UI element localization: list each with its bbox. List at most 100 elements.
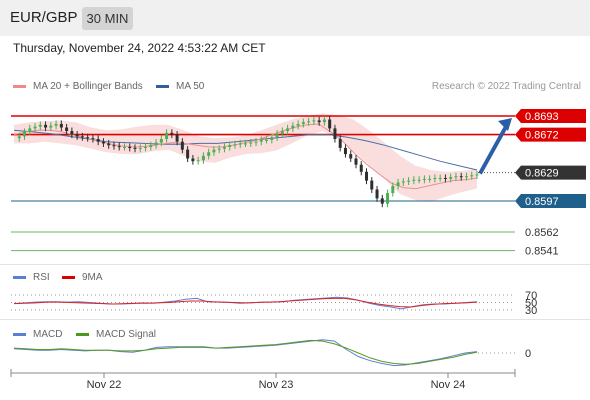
candle <box>244 143 247 145</box>
candle <box>38 124 42 127</box>
candle <box>128 146 132 148</box>
level-tag-current <box>515 165 586 180</box>
projection-arrow <box>478 122 510 175</box>
ma50-swatch <box>156 85 169 88</box>
candle <box>65 127 69 132</box>
candle <box>212 149 216 153</box>
legend-rsi-label: RSI <box>33 272 50 283</box>
candle <box>401 181 405 183</box>
candle <box>222 146 226 149</box>
timeframe-button[interactable]: 30 MIN <box>82 7 133 30</box>
candle <box>322 119 326 123</box>
candle <box>449 177 453 179</box>
candle <box>207 152 211 156</box>
candle <box>438 177 442 179</box>
legend-macd-signal-label: MACD Signal <box>96 329 157 340</box>
candle <box>454 176 458 178</box>
level-label: 0.8629 <box>525 168 559 180</box>
candle <box>254 141 258 143</box>
legend-macd-label: MACD <box>33 329 63 340</box>
macd-swatch <box>13 333 26 336</box>
candle <box>417 179 421 181</box>
top-bar: EUR/GBP 30 MIN <box>0 0 590 36</box>
candle <box>328 119 332 129</box>
legend-rsi9-label: 9MA <box>82 272 103 283</box>
candle <box>75 134 79 137</box>
candle <box>59 123 63 128</box>
level-label: 0.8693 <box>525 111 559 123</box>
candle <box>375 189 379 199</box>
candle <box>317 120 321 123</box>
candle <box>122 146 126 148</box>
rsi-level-label: 70 <box>525 290 537 302</box>
level-label: 0.8672 <box>525 130 559 142</box>
projection-arrowhead <box>498 118 512 131</box>
rsi-level-label: 50 <box>525 298 537 310</box>
candle <box>201 155 205 161</box>
candle <box>86 137 90 139</box>
candle <box>217 148 221 150</box>
candle <box>286 128 290 132</box>
candle <box>107 143 111 146</box>
legend-ma20: MA 20 + Bollinger Bands <box>13 81 143 92</box>
candle <box>296 123 300 126</box>
legend-macd: MACD <box>13 329 62 340</box>
legend-rsi9: 9MA <box>62 272 103 283</box>
candle <box>186 149 190 159</box>
candle <box>259 139 263 142</box>
candle <box>175 134 179 142</box>
legend-rsi: RSI <box>13 272 50 283</box>
legend-ma20-label: MA 20 + Bollinger Bands <box>33 81 143 92</box>
ma20-swatch <box>13 85 26 88</box>
candle <box>54 123 58 126</box>
candle <box>333 128 337 140</box>
bollinger-band <box>14 113 477 202</box>
candle <box>228 145 232 147</box>
candle <box>354 158 358 165</box>
candle <box>349 154 353 159</box>
candle <box>191 158 195 162</box>
candle <box>117 146 121 148</box>
candle <box>396 182 400 186</box>
candle <box>422 178 426 180</box>
candle <box>343 147 347 155</box>
candle <box>370 180 374 190</box>
candle <box>149 145 153 147</box>
candle <box>265 139 269 141</box>
currency-pair: EUR/GBP <box>10 9 78 26</box>
candle <box>386 193 390 204</box>
candle <box>312 120 316 122</box>
candle <box>33 126 37 129</box>
candle <box>170 132 174 135</box>
rsi-level-label: 30 <box>525 305 537 317</box>
candle <box>464 176 468 178</box>
candle <box>249 142 253 144</box>
level-tag-resistance <box>515 109 586 123</box>
candle <box>291 125 295 129</box>
separator <box>0 264 590 265</box>
candle <box>412 179 416 181</box>
candle <box>443 177 447 179</box>
candle <box>307 121 311 123</box>
candle <box>91 138 95 140</box>
macd-level-label: 0 <box>525 348 531 360</box>
candle <box>144 146 148 148</box>
level-tag-support <box>515 194 586 208</box>
rsi9-swatch <box>62 276 75 279</box>
x-tick-label: Nov 23 <box>259 379 294 391</box>
macd-line <box>13 339 478 367</box>
candle <box>80 136 84 138</box>
candle <box>138 147 142 149</box>
candle <box>280 131 284 134</box>
macd-signal-line <box>13 339 478 365</box>
legend-ma50-label: MA 50 <box>176 81 205 92</box>
level-label: 0.8597 <box>525 196 559 208</box>
candle <box>459 176 463 178</box>
candle <box>380 198 384 204</box>
candle <box>433 177 437 179</box>
candle <box>301 122 305 124</box>
candle <box>159 139 163 143</box>
candle <box>23 131 27 137</box>
candle <box>475 174 479 176</box>
level-label: 0.8562 <box>525 227 559 239</box>
